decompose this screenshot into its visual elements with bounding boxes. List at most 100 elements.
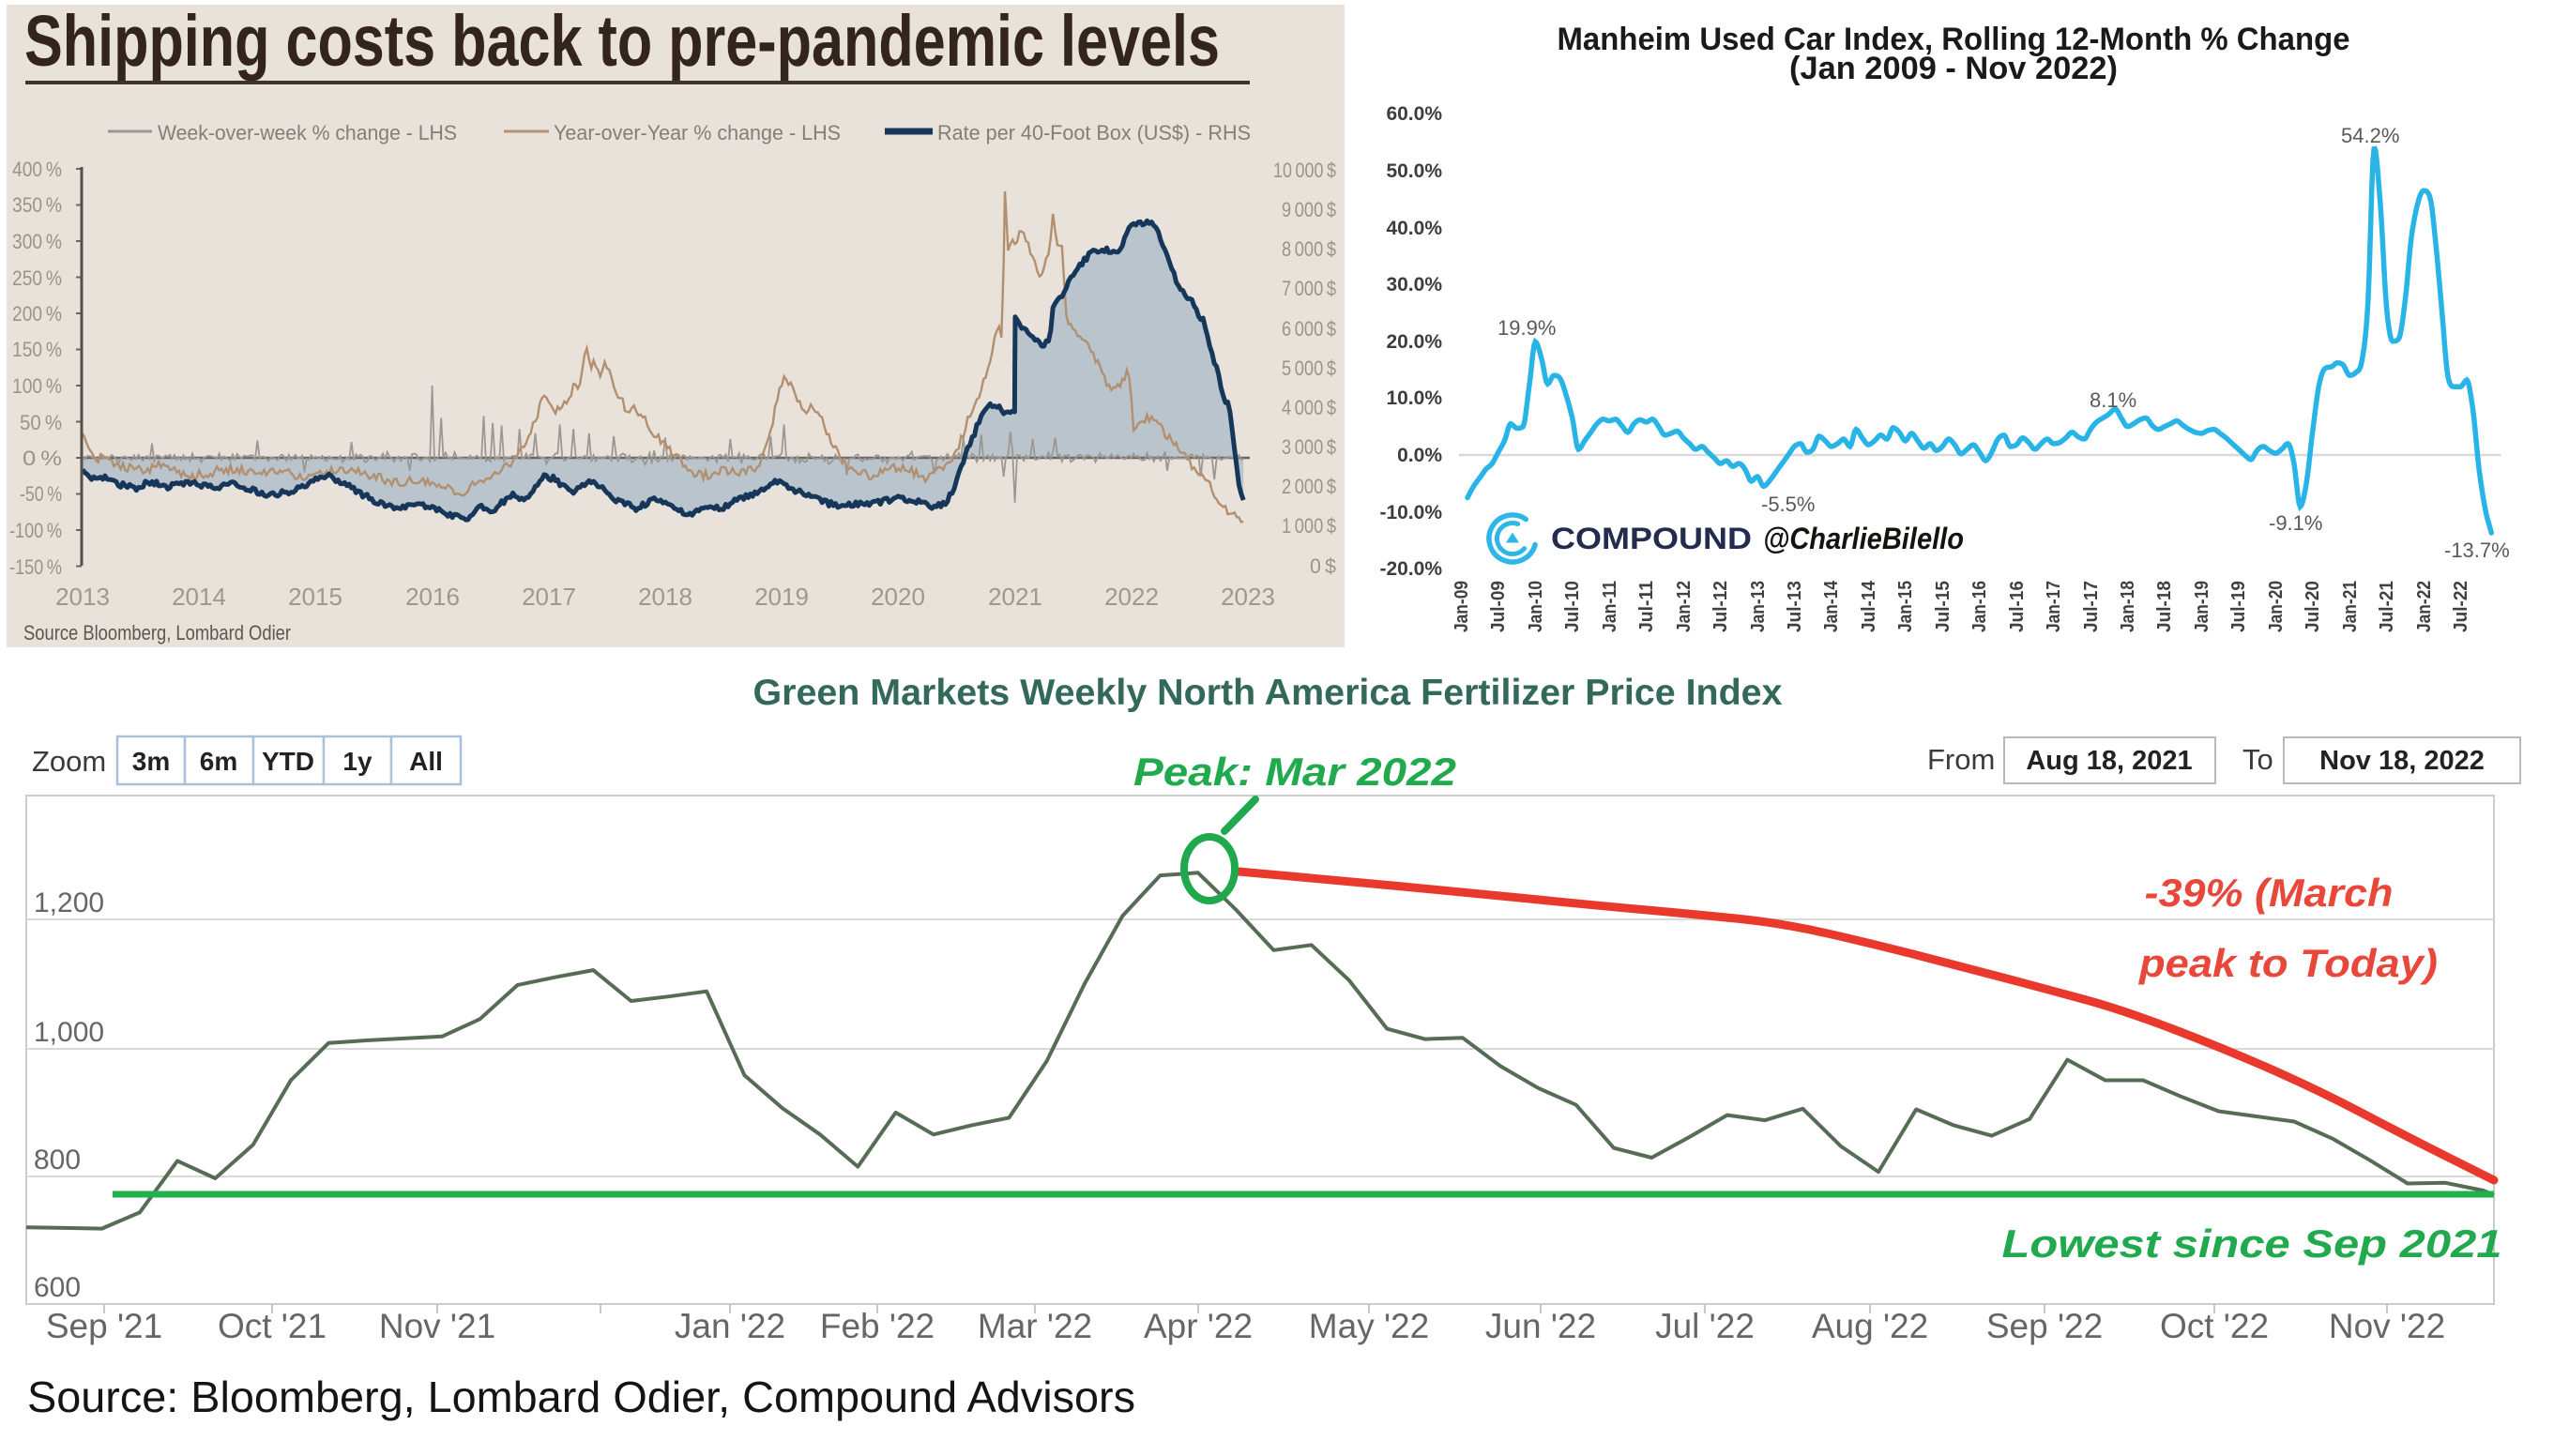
svg-text:6 000 $: 6 000 $ xyxy=(1282,317,1336,341)
svg-text:Jan-12: Jan-12 xyxy=(1674,581,1695,632)
svg-text:Shipping costs back to pre-pan: Shipping costs back to pre-pandemic leve… xyxy=(24,1,1220,82)
svg-text:Jul-16: Jul-16 xyxy=(2007,581,2028,632)
svg-text:0.0%: 0.0% xyxy=(1397,445,1442,466)
svg-text:300 %: 300 % xyxy=(12,230,62,253)
svg-text:Jul-15: Jul-15 xyxy=(1933,581,1954,632)
svg-text:600: 600 xyxy=(34,1272,81,1303)
svg-text:Jul-18: Jul-18 xyxy=(2154,581,2175,632)
svg-text:250 %: 250 % xyxy=(12,266,62,290)
svg-text:Source Bloomberg, Lombard Odie: Source Bloomberg, Lombard Odier xyxy=(23,621,291,645)
svg-text:All: All xyxy=(409,747,443,776)
svg-text:-20.0%: -20.0% xyxy=(1379,558,1442,580)
svg-text:1 000 $: 1 000 $ xyxy=(1282,514,1336,538)
svg-text:-50 %: -50 % xyxy=(20,482,62,506)
svg-text:400 %: 400 % xyxy=(12,158,62,181)
svg-text:2016: 2016 xyxy=(405,583,460,611)
svg-text:Sep '21: Sep '21 xyxy=(46,1307,162,1345)
svg-text:peak to Today): peak to Today) xyxy=(2138,941,2438,985)
svg-text:2023: 2023 xyxy=(1221,583,1275,611)
svg-text:Jan-15: Jan-15 xyxy=(1895,581,1916,632)
svg-text:1y: 1y xyxy=(342,747,372,776)
svg-text:Source: Bloomberg, Lombard Odi: Source: Bloomberg, Lombard Odier, Compou… xyxy=(27,1373,1135,1421)
svg-text:-39% (March: -39% (March xyxy=(2145,871,2394,915)
svg-text:Jul-13: Jul-13 xyxy=(1785,581,1805,632)
svg-text:-5.5%: -5.5% xyxy=(1761,493,1815,516)
svg-text:Jan-17: Jan-17 xyxy=(2044,581,2064,632)
svg-text:3 000 $: 3 000 $ xyxy=(1282,435,1336,459)
svg-text:Jan-10: Jan-10 xyxy=(1526,581,1546,632)
svg-text:350 %: 350 % xyxy=(12,193,62,217)
svg-text:19.9%: 19.9% xyxy=(1497,316,1556,340)
svg-text:0 %: 0 % xyxy=(23,447,62,470)
svg-text:800: 800 xyxy=(34,1145,81,1175)
svg-text:0 $: 0 $ xyxy=(1310,554,1336,578)
svg-text:2019: 2019 xyxy=(754,583,809,611)
svg-text:Jan-11: Jan-11 xyxy=(1600,581,1620,632)
svg-text:Oct '22: Oct '22 xyxy=(2160,1307,2269,1345)
svg-text:2018: 2018 xyxy=(638,583,692,611)
svg-text:40.0%: 40.0% xyxy=(1386,218,1442,239)
svg-text:COMPOUND: COMPOUND xyxy=(1551,522,1752,555)
svg-text:-150 %: -150 % xyxy=(9,555,62,579)
svg-text:-9.1%: -9.1% xyxy=(2269,511,2322,535)
svg-text:Jul-12: Jul-12 xyxy=(1710,581,1731,632)
svg-text:Jul-19: Jul-19 xyxy=(2228,581,2249,632)
svg-text:Oct '21: Oct '21 xyxy=(218,1307,327,1345)
svg-text:Jan-22: Jan-22 xyxy=(2414,581,2435,632)
svg-text:Year-over-Year % change - LHS: Year-over-Year % change - LHS xyxy=(554,121,841,144)
svg-text:Jan-18: Jan-18 xyxy=(2118,581,2138,632)
svg-text:2022: 2022 xyxy=(1104,583,1159,611)
svg-text:2014: 2014 xyxy=(172,583,226,611)
svg-text:5 000 $: 5 000 $ xyxy=(1282,356,1336,380)
svg-text:Jan-13: Jan-13 xyxy=(1748,581,1769,632)
svg-text:Zoom: Zoom xyxy=(32,745,106,778)
svg-text:2020: 2020 xyxy=(871,583,925,611)
svg-text:Sep '22: Sep '22 xyxy=(1986,1307,2103,1345)
svg-text:2015: 2015 xyxy=(288,583,342,611)
svg-text:Jan-14: Jan-14 xyxy=(1821,580,1842,632)
svg-text:2017: 2017 xyxy=(522,583,576,611)
svg-text:From: From xyxy=(1927,743,1995,776)
svg-text:8.1%: 8.1% xyxy=(2090,388,2136,412)
svg-text:8 000 $: 8 000 $ xyxy=(1282,237,1336,261)
svg-text:YTD: YTD xyxy=(262,747,314,776)
svg-text:Rate per 40-Foot Box (US$) - R: Rate per 40-Foot Box (US$) - RHS xyxy=(937,121,1251,144)
svg-text:2013: 2013 xyxy=(55,583,110,611)
svg-text:4 000 $: 4 000 $ xyxy=(1282,396,1336,419)
svg-text:Jan-19: Jan-19 xyxy=(2192,581,2212,632)
svg-text:10 000 $: 10 000 $ xyxy=(1273,159,1336,182)
svg-text:7 000 $: 7 000 $ xyxy=(1282,277,1336,300)
svg-text:30.0%: 30.0% xyxy=(1386,274,1442,296)
svg-text:54.2%: 54.2% xyxy=(2341,124,2399,147)
svg-text:2 000 $: 2 000 $ xyxy=(1282,475,1336,498)
svg-text:Apr '22: Apr '22 xyxy=(1144,1307,1253,1345)
svg-text:Lowest since Sep 2021: Lowest since Sep 2021 xyxy=(2002,1221,2502,1266)
svg-text:1,200: 1,200 xyxy=(34,887,104,918)
svg-text:Jan-20: Jan-20 xyxy=(2266,581,2287,632)
svg-text:(Jan 2009 - Nov 2022): (Jan 2009 - Nov 2022) xyxy=(1789,51,2118,86)
svg-text:Nov 18, 2022: Nov 18, 2022 xyxy=(2319,746,2485,776)
svg-text:50 %: 50 % xyxy=(20,411,62,434)
svg-text:Jan '22: Jan '22 xyxy=(675,1307,785,1345)
svg-text:Feb '22: Feb '22 xyxy=(820,1307,935,1345)
svg-text:Jul-11: Jul-11 xyxy=(1636,581,1657,632)
svg-text:Jul '22: Jul '22 xyxy=(1655,1307,1755,1345)
svg-text:Jan-16: Jan-16 xyxy=(1969,581,1990,632)
svg-text:May '22: May '22 xyxy=(1309,1307,1429,1345)
svg-text:1,000: 1,000 xyxy=(34,1017,104,1048)
svg-text:-100 %: -100 % xyxy=(9,519,62,542)
svg-text:Jun '22: Jun '22 xyxy=(1485,1307,1596,1345)
svg-text:-10.0%: -10.0% xyxy=(1379,502,1442,523)
svg-text:60.0%: 60.0% xyxy=(1386,103,1442,125)
svg-text:20.0%: 20.0% xyxy=(1386,331,1442,353)
svg-text:Week-over-week % change - LHS: Week-over-week % change - LHS xyxy=(158,121,457,144)
svg-text:@CharlieBilello: @CharlieBilello xyxy=(1763,522,1964,555)
svg-text:2021: 2021 xyxy=(988,583,1042,611)
svg-text:10.0%: 10.0% xyxy=(1386,387,1442,409)
svg-text:150 %: 150 % xyxy=(12,338,62,361)
svg-text:Jul-14: Jul-14 xyxy=(1859,580,1879,632)
svg-text:6m: 6m xyxy=(200,747,237,776)
svg-text:200 %: 200 % xyxy=(12,302,62,326)
svg-text:-13.7%: -13.7% xyxy=(2444,538,2510,562)
svg-text:50.0%: 50.0% xyxy=(1386,160,1442,182)
